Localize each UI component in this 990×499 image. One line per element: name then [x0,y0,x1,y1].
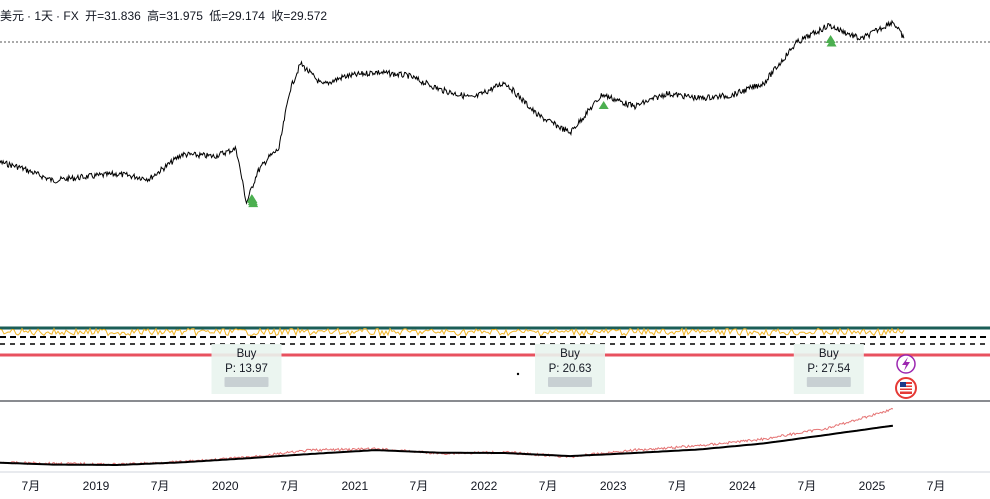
signal-price-text: P: 20.63 [549,363,592,375]
ma-line [0,424,894,466]
x-tick-label: 7月 [798,479,817,493]
x-axis-ticks: 7月 2019 7月 2020 7月 2021 7月 2022 7月 2023 7月 2024 7月 20… [22,479,946,493]
ratio-line [0,407,894,467]
signal-label: Buy P: 13.97 [211,344,282,394]
dot [516,372,520,376]
low-label: 低 [209,9,222,23]
close-label: 收 [271,9,284,23]
osc-noise-band [0,326,905,338]
high-value: 31.975 [166,9,203,23]
ohlc-header: 美元 · 1天 · FX 开=31.836 高=31.975 低=29.174 收=… [0,9,328,23]
x-tick-label: 2019 [83,479,110,493]
x-tick-label: 2025 [859,479,886,493]
signal-type-text: Buy [819,348,839,360]
x-tick-label: 7月 [668,479,687,493]
lightning-icon[interactable] [896,354,916,374]
signal-price-text: P: 13.97 [225,363,268,375]
buy-marker [826,38,837,47]
signal-type-text: Buy [560,348,580,360]
x-tick-label: 2024 [729,479,756,493]
signal-label: Buy P: 20.63 [535,344,605,394]
x-tick-label: 7月 [151,479,170,493]
open-value: 31.836 [104,9,141,23]
exchange-label: FX [63,9,79,23]
interval-label: 1天 [34,9,54,23]
close-value: 29.572 [290,9,328,23]
x-tick-label: 7月 [280,479,299,493]
signal-redacted-block [548,377,592,387]
signal-redacted-block [224,377,269,387]
x-tick-label: 2021 [341,479,368,493]
open-label: 开 [85,9,98,23]
symbol-name: 美元 [0,9,25,23]
buy-markers [246,35,837,208]
x-tick-label: 7月 [22,479,41,493]
low-value: 29.174 [228,9,265,23]
x-tick-label: 2023 [600,479,627,493]
x-tick-label: 2020 [212,479,239,493]
x-tick-label: 2022 [471,479,498,493]
x-tick-label: 7月 [927,479,946,493]
x-tick-label: 7月 [539,479,558,493]
buy-marker [248,199,259,208]
price-line [0,19,905,205]
signal-type-text: Buy [237,348,257,360]
x-tick-label: 7月 [410,479,429,493]
buy-marker [598,101,609,109]
signal-redacted-block [806,377,851,387]
us-flag-icon[interactable] [895,377,917,399]
signal-price-text: P: 27.54 [807,363,850,375]
signal-labels: Buy P: 13.97 Buy P: 20.63 Buy P: 27.54 [211,344,864,394]
high-label: 高 [147,9,160,23]
signal-label: Buy P: 27.54 [793,344,864,394]
